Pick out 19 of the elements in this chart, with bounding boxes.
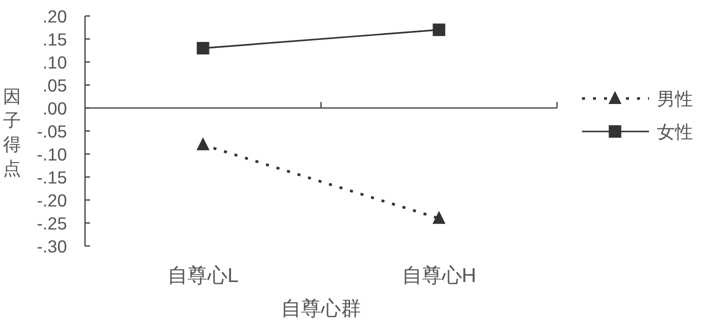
y-tick-label: .00 xyxy=(42,98,68,118)
x-tick-label: 自尊心H xyxy=(402,265,476,287)
point xyxy=(196,42,210,54)
y-tick-label: .10 xyxy=(42,52,68,72)
y-tick-label: -.30 xyxy=(36,236,68,256)
y-tick-label: -.15 xyxy=(36,167,67,188)
y-tick-label: -.25 xyxy=(36,213,67,234)
x-axis-title: 自尊心群 xyxy=(281,298,361,320)
y-tick-label: .20 xyxy=(42,6,68,26)
point xyxy=(432,24,446,36)
legend-label: 女性 xyxy=(657,122,693,142)
y-tick-label: .15 xyxy=(42,29,67,50)
y-tick-label: -.10 xyxy=(36,144,68,164)
y-tick-label: -.20 xyxy=(36,190,68,210)
legend-label: 男性 xyxy=(657,88,693,109)
x-tick-label: 自尊心L xyxy=(167,265,239,287)
y-axis-title: 因子得点 xyxy=(3,86,21,178)
y-tick-label: .05 xyxy=(42,75,67,96)
y-tick-label: -.05 xyxy=(36,121,67,142)
